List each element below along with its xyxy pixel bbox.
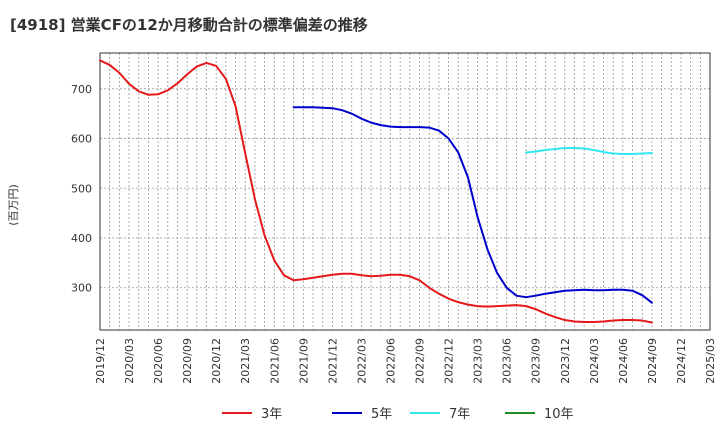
x-tick-label: 2024/09 [646, 338, 659, 384]
x-tick-label: 2025/03 [704, 338, 717, 384]
legend-label: 3年 [261, 407, 282, 422]
y-tick-labels: 300 400 500 600 700 [71, 83, 92, 295]
x-tick-label: 2023/12 [559, 338, 572, 384]
y-tick-label: 700 [71, 83, 92, 96]
series-lines [99, 59, 653, 324]
y-tick-label: 600 [71, 133, 92, 146]
plot-area-border [99, 52, 711, 331]
x-tick-label: 2022/03 [355, 338, 368, 384]
chart-title: [4918] 営業CFの12か月移動合計の標準偏差の推移 [10, 16, 368, 34]
x-tick-labels: 2019/12 2020/03 2020/06 2020/09 2020/12 2021/… [94, 338, 717, 384]
y-axis-label: (百万円) [7, 184, 20, 226]
x-tick-label: 2023/09 [530, 338, 543, 384]
x-tick-label: 2024/12 [675, 338, 688, 384]
x-tick-label: 2021/09 [297, 338, 310, 384]
x-tick-label: 2021/12 [326, 338, 339, 384]
x-tick-label: 2024/03 [588, 338, 601, 384]
x-tick-label: 2024/06 [617, 338, 630, 384]
legend-label: 10年 [544, 407, 574, 422]
legend: 3年 5年 7年 10年 [222, 407, 574, 422]
y-tick-label: 300 [71, 282, 92, 295]
legend-label: 5年 [371, 407, 392, 422]
x-tick-label: 2020/09 [181, 338, 194, 384]
series-line-5年 [292, 106, 653, 304]
x-tick-label: 2023/03 [472, 338, 485, 384]
x-tick-label: 2021/06 [268, 338, 281, 384]
legend-label: 7年 [449, 407, 470, 422]
x-tick-label: 2020/06 [152, 338, 165, 384]
plot-frame [99, 52, 711, 331]
x-tick-label: 2019/12 [94, 338, 107, 384]
grid-lines [100, 53, 710, 330]
x-tick-label: 2020/03 [123, 338, 136, 384]
series-line-3年 [99, 59, 653, 324]
x-tick-label: 2022/06 [384, 338, 397, 384]
x-tick-label: 2020/12 [210, 338, 223, 384]
x-tick-label: 2021/03 [239, 338, 252, 384]
x-tick-label: 2022/12 [443, 338, 456, 384]
y-tick-label: 400 [71, 232, 92, 245]
x-tick-label: 2022/09 [414, 338, 427, 384]
y-tick-label: 500 [71, 182, 92, 195]
series-line-7年 [525, 146, 653, 155]
x-tick-label: 2023/06 [501, 338, 514, 384]
